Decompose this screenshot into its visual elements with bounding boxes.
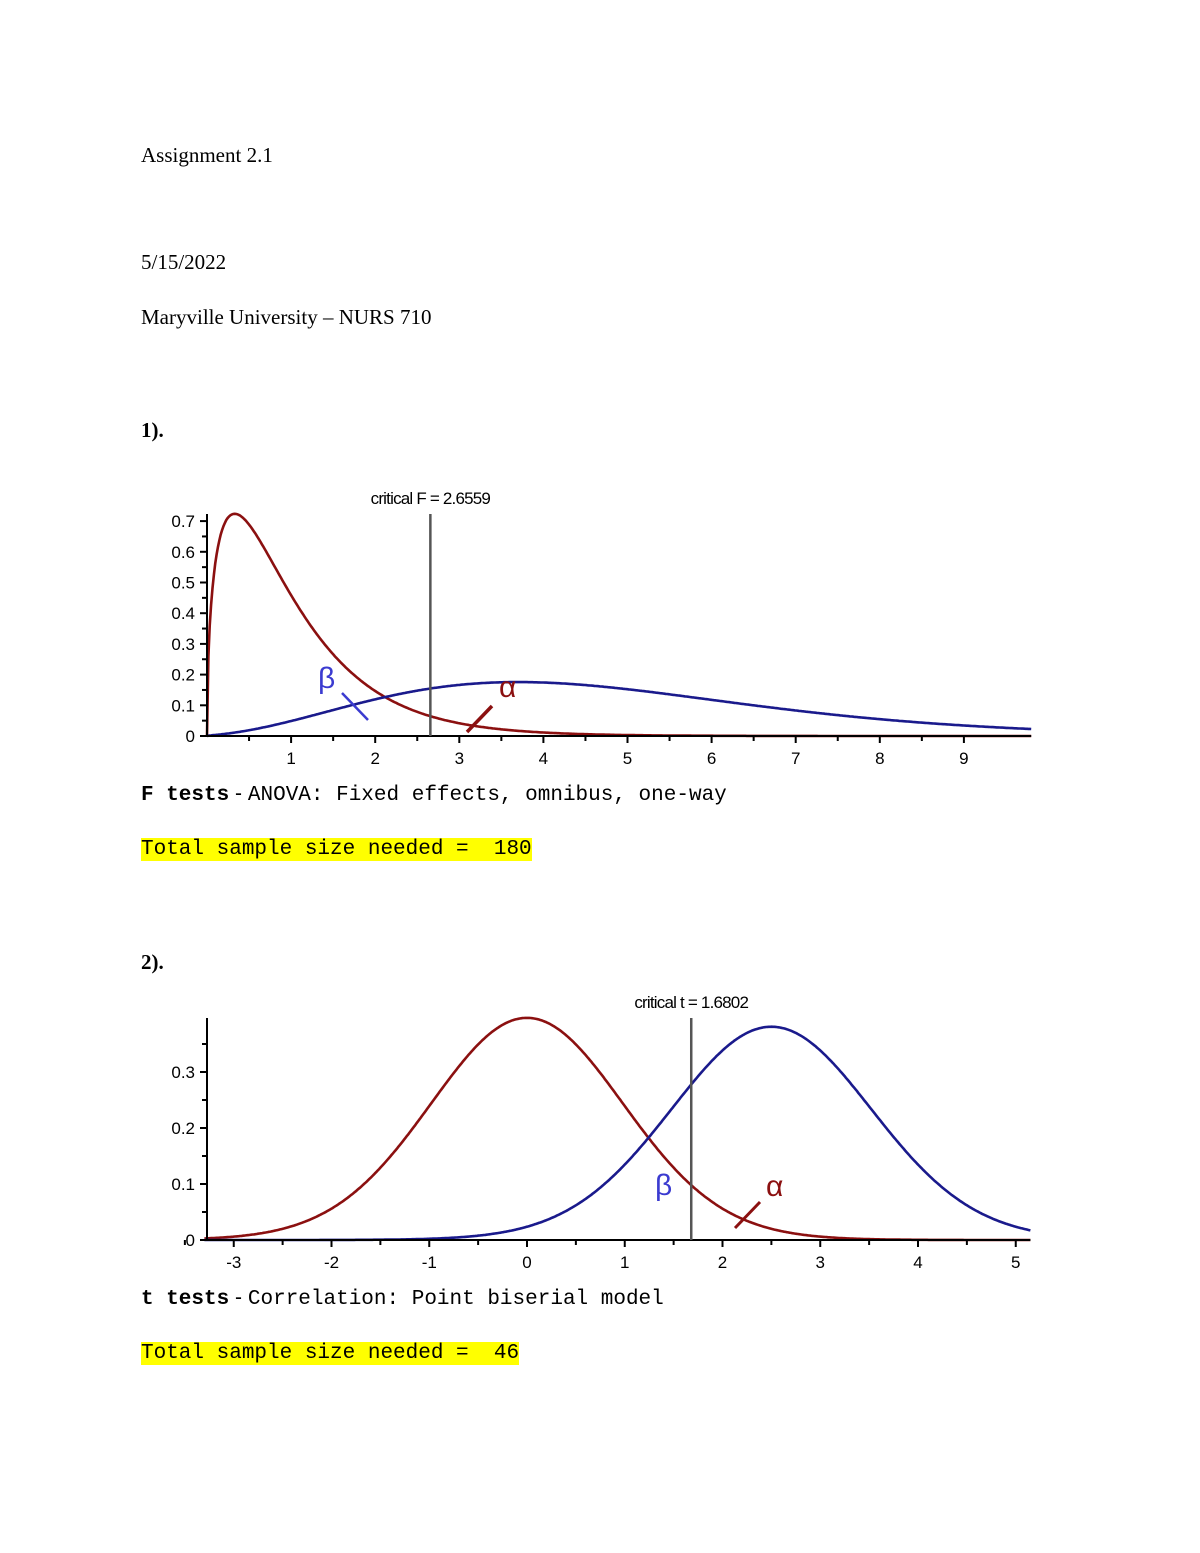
x-tick-label: 4 — [913, 1253, 922, 1272]
beta-label: β — [655, 1169, 672, 1202]
question-2-test-description: t tests - Correlation: Point biserial mo… — [141, 1286, 664, 1311]
question-2-label: 2). — [141, 950, 164, 974]
x-tick-label: -3 — [226, 1253, 241, 1272]
y-tick-label: 0.5 — [171, 574, 195, 593]
density-curve-h1 — [206, 680, 1032, 738]
document-title: Assignment 2.1 — [141, 143, 273, 167]
alpha-marker — [733, 1200, 762, 1230]
critical-value-label: critical F = 2.6559 — [371, 489, 491, 508]
y-tick-label: 0.3 — [171, 635, 195, 654]
test-name: Correlation: Point biserial model — [247, 1288, 664, 1311]
x-tick-label: 1 — [286, 749, 295, 768]
x-tick-label: 3 — [816, 1253, 825, 1272]
separator: - — [229, 1286, 248, 1309]
x-tick-label: -2 — [324, 1253, 339, 1272]
alpha-marker — [465, 704, 494, 734]
critical-value-label: critical t = 1.6802 — [634, 993, 748, 1012]
beta-marker — [341, 692, 369, 721]
x-tick-label: 3 — [455, 749, 464, 768]
density-curve-h0 — [204, 1016, 1031, 1242]
separator: - — [229, 782, 248, 805]
beta-label: β — [318, 662, 335, 695]
x-tick-label: 6 — [707, 749, 716, 768]
y-tick-label: 0.2 — [171, 666, 195, 685]
x-tick-label: 8 — [875, 749, 884, 768]
alpha-label: α — [499, 671, 516, 704]
y-tick-label: 0.3 — [171, 1063, 195, 1082]
y-tick-label: 0.4 — [171, 604, 195, 623]
y-tick-label: 0.1 — [171, 696, 195, 715]
x-tick-label: 5 — [1011, 1253, 1020, 1272]
x-tick-label: 7 — [791, 749, 800, 768]
y-tick-label: 0.2 — [171, 1119, 195, 1138]
y-tick-label: 0.1 — [171, 1175, 195, 1194]
x-tick-label: 4 — [539, 749, 548, 768]
t-test-power-chart: -3 -2 -1 0 1 2 3 4 5 0 0.1 0.2 0.3 critical t = 1.680… — [171, 993, 1031, 1272]
x-tick-label: 2 — [718, 1253, 727, 1272]
x-tick-label: 9 — [959, 749, 968, 768]
document-date: 5/15/2022 — [141, 250, 227, 274]
f-test-power-chart: 1 2 3 4 5 6 7 8 9 0 0.1 0.2 0.3 0.4 0.5 0.6 0.7 critical … — [171, 489, 1032, 768]
y-tick-label: 0 — [186, 1231, 195, 1250]
alpha-label: α — [766, 1170, 783, 1203]
test-family: t tests — [141, 1288, 230, 1311]
density-curve-h1 — [204, 1025, 1031, 1242]
x-tick-label: 1 — [620, 1253, 629, 1272]
question-1-result: Total sample size needed = 180 — [141, 838, 532, 861]
x-tick-label: 0 — [522, 1253, 531, 1272]
x-tick-label: 2 — [370, 749, 379, 768]
x-tick-label: -1 — [422, 1253, 437, 1272]
question-2-result: Total sample size needed = 46 — [141, 1342, 520, 1365]
y-tick-label: 0.7 — [171, 512, 195, 531]
question-1-label: 1). — [141, 418, 164, 442]
institution-course: Maryville University – NURS 710 — [141, 305, 432, 329]
y-tick-label: 0 — [186, 727, 195, 746]
test-name: ANOVA: Fixed effects, omnibus, one-way — [247, 784, 727, 807]
x-tick-label: 5 — [623, 749, 632, 768]
question-1-test-description: F tests - ANOVA: Fixed effects, omnibus,… — [141, 782, 727, 807]
test-family: F tests — [141, 784, 230, 807]
density-curve-h0 — [205, 512, 1032, 738]
y-tick-label: 0.6 — [171, 543, 195, 562]
